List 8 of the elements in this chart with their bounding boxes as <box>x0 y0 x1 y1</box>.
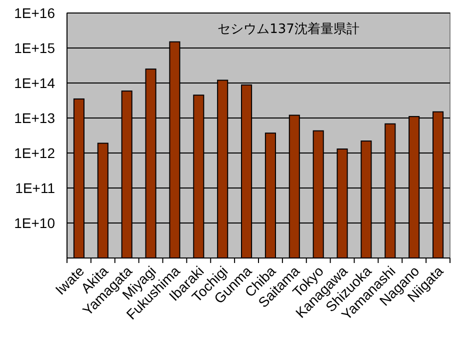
y-tick-label: 1E+12 <box>14 144 56 161</box>
y-tick-label: 1E+11 <box>15 180 56 196</box>
y-tick-label: 1E+13 <box>14 110 56 126</box>
y-tick-label: 1E+15 <box>14 40 56 56</box>
y-tick-label: 1E+10 <box>14 214 56 231</box>
y-tick-label: 1E+16 <box>14 4 56 21</box>
y-tick-label: 1E+14 <box>14 74 56 91</box>
text: セシウム137沈着量県計 <box>218 21 360 37</box>
